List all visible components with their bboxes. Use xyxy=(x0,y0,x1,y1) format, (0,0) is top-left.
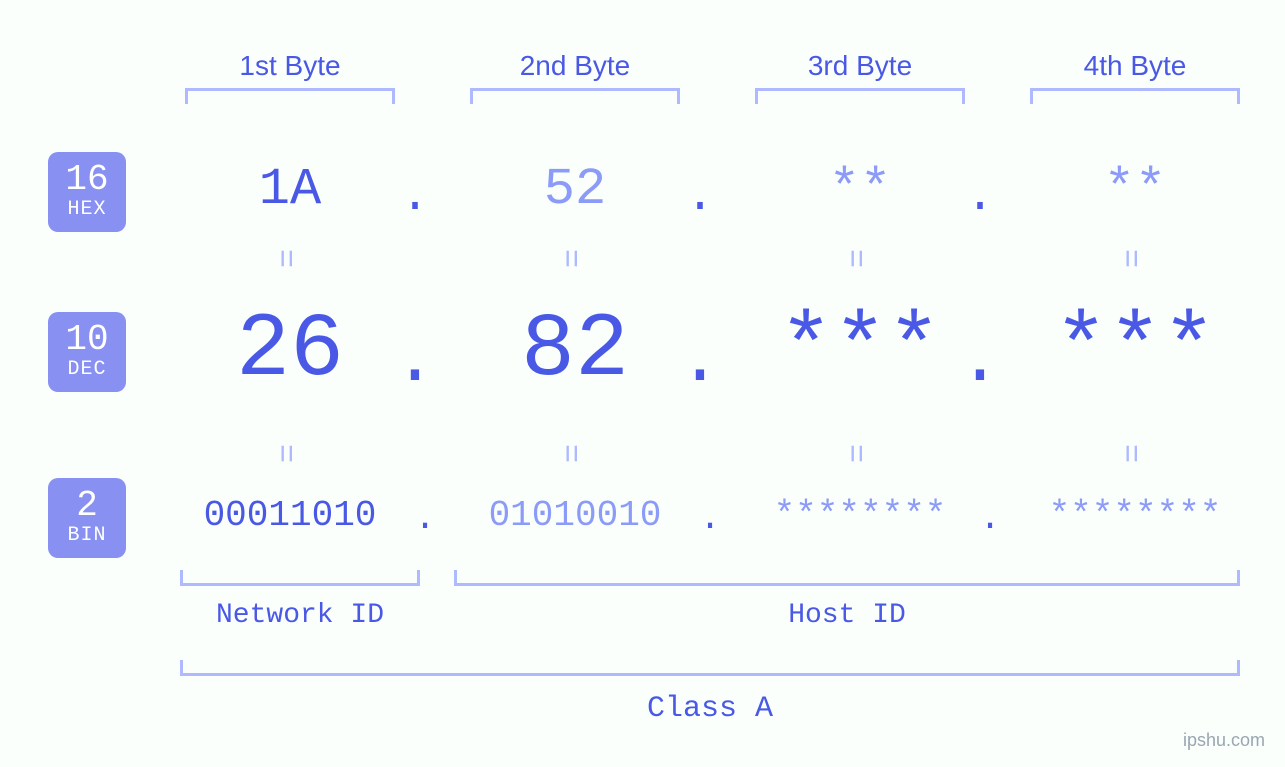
top-bracket-1 xyxy=(185,88,395,104)
bin-dot-1: . xyxy=(410,498,440,539)
byte-heading-1: 1st Byte xyxy=(230,50,350,82)
network-id-bracket xyxy=(180,570,420,586)
bin-byte-2: 01010010 xyxy=(450,495,700,536)
bin-byte-3: ******** xyxy=(735,495,985,536)
bin-dot-2: . xyxy=(695,498,725,539)
eq-1-4: = xyxy=(1111,249,1148,268)
byte-heading-2: 2nd Byte xyxy=(510,50,640,82)
network-id-label: Network ID xyxy=(180,600,420,631)
eq-1-3: = xyxy=(836,249,873,268)
badge-bin: 2 BIN xyxy=(48,478,126,558)
dec-dot-2: . xyxy=(675,320,725,402)
bin-byte-4: ******** xyxy=(1010,495,1260,536)
class-label: Class A xyxy=(180,692,1240,726)
badge-bin-label: BIN xyxy=(67,524,106,548)
dec-byte-4: *** xyxy=(1015,300,1255,402)
host-id-label: Host ID xyxy=(454,600,1240,631)
ip-diagram: 1st Byte 2nd Byte 3rd Byte 4th Byte 16 H… xyxy=(0,0,1285,767)
hex-byte-4: ** xyxy=(1025,160,1245,219)
hex-byte-1: 1A xyxy=(180,160,400,219)
eq-1-1: = xyxy=(266,249,303,268)
badge-dec: 10 DEC xyxy=(48,312,126,392)
badge-hex-num: 16 xyxy=(65,162,108,198)
watermark: ipshu.com xyxy=(1183,730,1265,751)
hex-dot-2: . xyxy=(680,170,720,224)
bin-dot-3: . xyxy=(975,498,1005,539)
badge-hex: 16 HEX xyxy=(48,152,126,232)
byte-heading-3: 3rd Byte xyxy=(795,50,925,82)
badge-dec-num: 10 xyxy=(65,322,108,358)
eq-2-3: = xyxy=(836,444,873,463)
byte-heading-4: 4th Byte xyxy=(1070,50,1200,82)
hex-dot-1: . xyxy=(395,170,435,224)
eq-2-2: = xyxy=(551,444,588,463)
hex-byte-2: 52 xyxy=(465,160,685,219)
top-bracket-3 xyxy=(755,88,965,104)
badge-bin-num: 2 xyxy=(76,488,98,524)
top-bracket-2 xyxy=(470,88,680,104)
top-bracket-4 xyxy=(1030,88,1240,104)
hex-byte-3: ** xyxy=(750,160,970,219)
eq-2-4: = xyxy=(1111,444,1148,463)
class-bracket xyxy=(180,660,1240,676)
dec-dot-3: . xyxy=(955,320,1005,402)
dec-dot-1: . xyxy=(390,320,440,402)
eq-1-2: = xyxy=(551,249,588,268)
badge-dec-label: DEC xyxy=(67,358,106,382)
hex-dot-3: . xyxy=(960,170,1000,224)
bin-byte-1: 00011010 xyxy=(165,495,415,536)
host-id-bracket xyxy=(454,570,1240,586)
badge-hex-label: HEX xyxy=(67,198,106,222)
dec-byte-3: *** xyxy=(740,300,980,402)
dec-byte-1: 26 xyxy=(170,300,410,402)
dec-byte-2: 82 xyxy=(455,300,695,402)
eq-2-1: = xyxy=(266,444,303,463)
